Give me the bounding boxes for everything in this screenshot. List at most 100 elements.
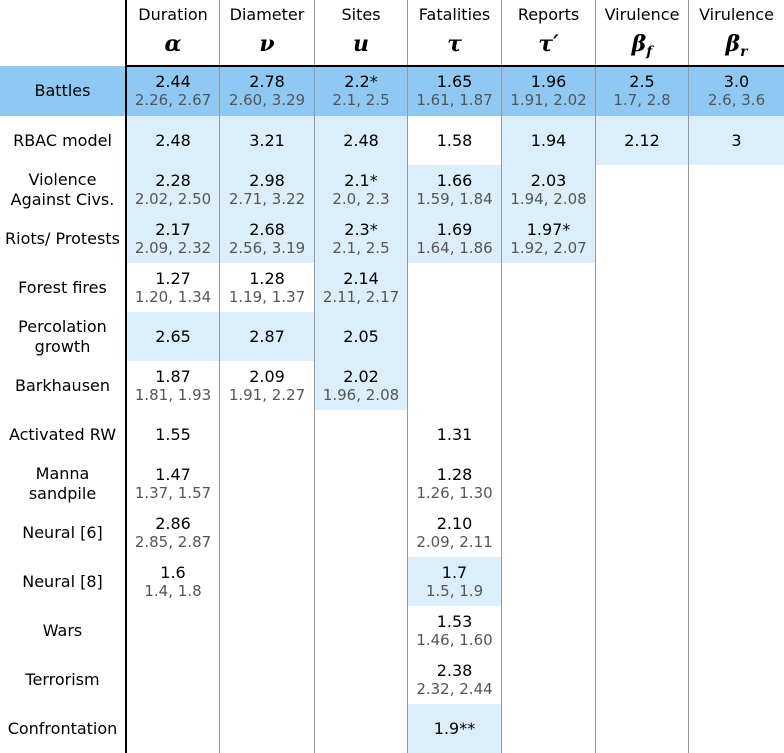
row-label: Confrontation xyxy=(7,718,118,738)
table-cell: 1.9** xyxy=(408,704,501,753)
cell-value: 3.0 xyxy=(723,72,750,91)
cell-confidence-interval: 2.56, 3.19 xyxy=(228,238,306,257)
table-cell xyxy=(689,361,784,410)
cell-confidence-interval: 2.09, 2.11 xyxy=(416,532,493,551)
cell-value: 2.14 xyxy=(343,268,379,288)
table-cell xyxy=(689,655,784,704)
table-cell xyxy=(220,704,314,753)
table-cell xyxy=(502,704,595,753)
cell-confidence-interval: 2.1, 2.5 xyxy=(332,91,390,109)
table-cell: 1.87 1.81, 1.93 xyxy=(127,361,219,410)
table-cell xyxy=(502,263,595,312)
cell-value: 1.87 xyxy=(155,366,191,386)
table-cell xyxy=(502,557,595,606)
table-cell xyxy=(596,704,688,753)
column-name: Virulence xyxy=(699,5,774,24)
column-divider xyxy=(219,0,220,753)
table-cell xyxy=(220,655,314,704)
table-cell: 2.78 2.60, 3.29 xyxy=(220,66,314,116)
row-label: Violence Against Civs. xyxy=(10,169,115,209)
table-cell: 2.14 2.11, 2.17 xyxy=(315,263,407,312)
cell-confidence-interval: 1.64, 1.86 xyxy=(416,238,493,257)
table-cell: 1.58 xyxy=(408,116,501,165)
column-divider xyxy=(407,0,408,753)
cell-value: 2.28 xyxy=(155,170,191,190)
row-label: Wars xyxy=(42,620,83,640)
cell-value: 2.17 xyxy=(155,219,191,239)
label-column-divider xyxy=(125,0,127,753)
table-cell: 1.6 1.4, 1.8 xyxy=(127,557,219,606)
column-name: Duration xyxy=(138,5,208,24)
cell-confidence-interval: 1.4, 1.8 xyxy=(144,581,202,600)
table-cell: 2.03 1.94, 2.08 xyxy=(502,165,595,214)
cell-value: 1.55 xyxy=(155,425,191,444)
cell-confidence-interval: 2.1, 2.5 xyxy=(332,238,390,257)
column-header: Fatalities τ xyxy=(408,0,501,66)
cell-value: 2.78 xyxy=(249,72,285,91)
table-cell xyxy=(408,263,501,312)
cell-value: 1.31 xyxy=(436,425,473,444)
table-cell xyxy=(689,557,784,606)
cell-confidence-interval: 1.5, 1.9 xyxy=(425,581,484,600)
table-cell: 2.68 2.56, 3.19 xyxy=(220,214,314,263)
header-divider xyxy=(125,65,784,67)
row-label: Barkhausen xyxy=(14,375,111,395)
table-cell xyxy=(596,655,688,704)
table-cell xyxy=(408,312,501,361)
row-label: Battles xyxy=(34,81,91,100)
table-cell xyxy=(689,165,784,214)
column-header: Virulence βf xyxy=(596,0,688,66)
table-cell: 1.94 xyxy=(502,116,595,165)
cell-confidence-interval: 2.85, 2.87 xyxy=(134,532,212,551)
table-cell xyxy=(596,508,688,557)
table-cell: 1.69 1.64, 1.86 xyxy=(408,214,501,263)
table-cell: 3.21 xyxy=(220,116,314,165)
column-divider xyxy=(501,0,502,753)
table-cell xyxy=(596,410,688,459)
table-cell xyxy=(596,165,688,214)
cell-value: 1.66 xyxy=(436,170,473,190)
column-symbol-subscript: r xyxy=(740,44,748,60)
table-cell: 2.87 xyxy=(220,312,314,361)
table-cell xyxy=(220,410,314,459)
cell-value: 1.27 xyxy=(155,268,191,288)
cell-value: 3.21 xyxy=(249,131,285,150)
cell-confidence-interval: 1.81, 1.93 xyxy=(134,385,212,404)
table-cell xyxy=(689,459,784,508)
cell-confidence-interval: 1.26, 1.30 xyxy=(416,483,493,502)
table-cell: 2.86 2.85, 2.87 xyxy=(127,508,219,557)
cell-value: 2.44 xyxy=(155,72,191,91)
cell-value: 1.28 xyxy=(249,268,285,288)
column-divider xyxy=(314,0,315,753)
cell-confidence-interval: 1.20, 1.34 xyxy=(134,287,212,306)
row-label: Neural [6] xyxy=(22,522,103,542)
table-cell: 2.65 xyxy=(127,312,219,361)
table-cell xyxy=(502,606,595,655)
column-header: Reports τ′ xyxy=(502,0,595,66)
cell-value: 2.05 xyxy=(343,327,379,346)
cell-value: 2.86 xyxy=(155,513,191,533)
cell-value: 1.47 xyxy=(155,464,191,484)
column-symbol: τ xyxy=(447,31,462,57)
cell-confidence-interval: 1.59, 1.84 xyxy=(416,189,493,208)
cell-confidence-interval: 2.71, 3.22 xyxy=(228,189,306,208)
row-label: Percolation growth xyxy=(18,316,107,356)
cell-confidence-interval: 1.7, 2.8 xyxy=(613,91,671,109)
table-cell xyxy=(596,214,688,263)
column-header: Duration α xyxy=(127,0,219,66)
table-cell xyxy=(596,606,688,655)
cell-value: 1.6 xyxy=(160,562,186,582)
row-label: Riots/ Protests xyxy=(5,228,120,248)
cell-value: 2.03 xyxy=(530,170,567,190)
table-cell: 1.28 1.19, 1.37 xyxy=(220,263,314,312)
row-label: Neural [8] xyxy=(22,571,103,591)
cell-confidence-interval: 1.92, 2.07 xyxy=(510,238,587,257)
table-cell: 2.09 1.91, 2.27 xyxy=(220,361,314,410)
table-cell: 1.55 xyxy=(127,410,219,459)
table-cell xyxy=(127,606,219,655)
cell-value: 2.5 xyxy=(629,72,655,91)
column-symbol: βf xyxy=(631,31,653,60)
table-cell xyxy=(596,312,688,361)
table-cell xyxy=(596,557,688,606)
